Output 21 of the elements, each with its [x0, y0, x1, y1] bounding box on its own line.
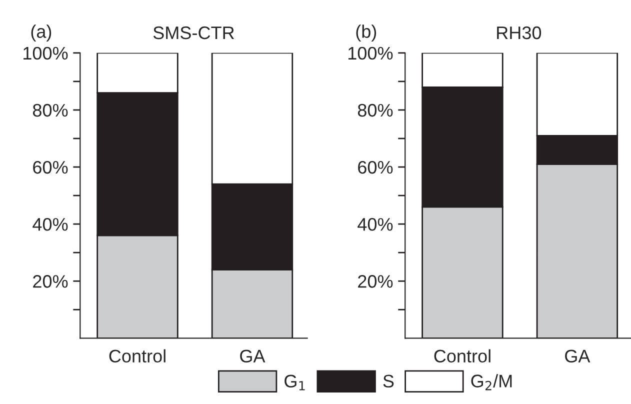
- x-tick-label: GA: [240, 350, 266, 363]
- y-tick-label: 60%: [358, 160, 393, 174]
- legend-label: S: [383, 374, 394, 388]
- x-tick-label: GA: [565, 350, 590, 363]
- text: (a): [31, 24, 52, 42]
- y-tick-label: 20%: [33, 275, 68, 288]
- chart-title: SMS-CTR: [153, 26, 234, 40]
- y-tick-label: 60%: [33, 160, 68, 174]
- y-tick-label: 20%: [358, 275, 393, 288]
- y-tick-label: 40%: [358, 218, 393, 231]
- legend-label: G$_{2}$/M: [471, 374, 512, 390]
- chart-title: RH30: [497, 26, 542, 40]
- y-tick-label: 80%: [32, 104, 68, 117]
- y-tick-label: 80%: [358, 104, 393, 117]
- y-tick-label: 100%: [348, 46, 393, 60]
- y-tick-label: 100%: [24, 46, 68, 60]
- x-tick-label: Control: [109, 349, 166, 363]
- y-tick-label: 40%: [32, 218, 68, 231]
- legend-label: G$_{1}$: [284, 374, 305, 390]
- x-tick-label: Control: [434, 349, 490, 363]
- text: (b): [356, 24, 376, 42]
